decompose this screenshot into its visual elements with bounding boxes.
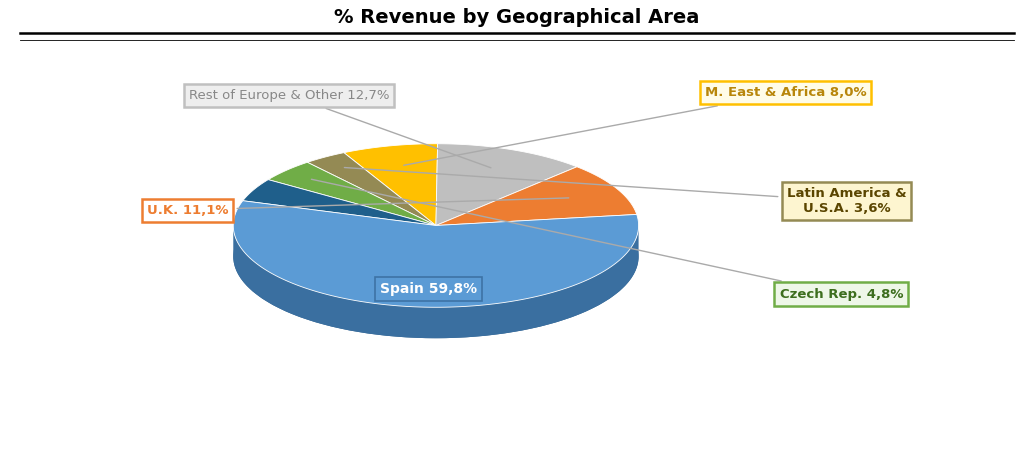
Polygon shape [234,201,639,307]
Text: Spain 59,8%: Spain 59,8% [379,282,477,296]
Polygon shape [436,144,577,226]
Polygon shape [268,162,436,226]
Text: Czech Rep. 4,8%: Czech Rep. 4,8% [311,179,903,300]
Polygon shape [436,167,637,226]
Polygon shape [344,144,437,226]
Text: U.K. 11,1%: U.K. 11,1% [147,198,569,216]
Text: Rest of Europe & Other 12,7%: Rest of Europe & Other 12,7% [189,88,491,168]
Polygon shape [307,152,436,226]
Text: Latin America &
U.S.A. 3,6%: Latin America & U.S.A. 3,6% [344,167,906,215]
Text: % Revenue by Geographical Area: % Revenue by Geographical Area [334,8,700,27]
Polygon shape [234,226,639,338]
Ellipse shape [234,175,639,338]
Polygon shape [243,179,436,226]
Text: M. East & Africa 8,0%: M. East & Africa 8,0% [403,87,866,166]
